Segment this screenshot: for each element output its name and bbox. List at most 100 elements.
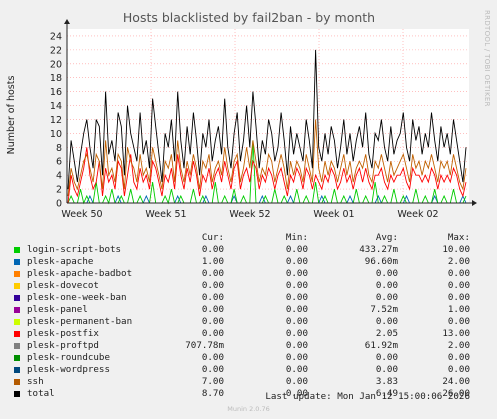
legend-avg-value: 0.00 <box>375 352 398 363</box>
legend-min-value: 0.00 <box>285 376 308 387</box>
y-tick-label: 8 <box>56 143 62 154</box>
legend-name: plesk-apache-badbot <box>27 268 133 279</box>
y-tick-label: 20 <box>50 59 62 70</box>
legend-min-value: 0.00 <box>285 304 308 315</box>
series-line-ssh <box>67 119 467 197</box>
legend-max-value: 0.00 <box>447 280 470 291</box>
rrdtool-credit: RRDTOOL / TOBI OETIKER <box>483 10 491 107</box>
header-max: Max: <box>447 232 470 243</box>
legend-avg-value: 2.05 <box>375 328 398 339</box>
y-tick-label: 0 <box>56 199 62 210</box>
header-cur: Cur: <box>201 232 224 243</box>
legend-name: total <box>27 388 55 399</box>
x-tick-label: Week 52 <box>229 209 270 220</box>
legend-row: plesk-dovecot 0.00 0.00 0.00 0.00 <box>0 280 497 292</box>
legend-cur-value: 0.00 <box>201 304 224 315</box>
legend-avg-value: 0.00 <box>375 316 398 327</box>
legend-min-value: 0.00 <box>285 292 308 303</box>
last-update: Last update: Mon Jan 12 15:00:06 2026 <box>265 391 470 402</box>
legend-cur-value: 0.00 <box>201 292 224 303</box>
legend-max-value: 0.00 <box>447 316 470 327</box>
legend-min-value: 0.00 <box>285 280 308 291</box>
legend-cur-value: 7.00 <box>201 376 224 387</box>
legend-swatch <box>14 271 20 277</box>
legend-name: plesk-proftpd <box>27 340 99 351</box>
legend-cur-value: 0.00 <box>201 364 224 375</box>
legend-max-value: 26.00 <box>442 388 470 399</box>
legend-cur-value: 0.00 <box>201 316 224 327</box>
legend-row: plesk-panel 0.00 0.00 7.52m 1.00 <box>0 304 497 316</box>
legend-swatch <box>14 343 20 349</box>
legend-min-value: 0.00 <box>285 340 308 351</box>
y-tick-label: 4 <box>56 171 62 182</box>
y-axis-label: Number of hosts <box>6 76 17 155</box>
legend-avg-value: 433.27m <box>359 244 398 255</box>
legend-min-value: 0.00 <box>285 328 308 339</box>
legend-cur-value: 0.00 <box>201 244 224 255</box>
legend-row: plesk-proftpd 707.78m 0.00 61.92m 2.00 <box>0 340 497 352</box>
legend-max-value: 0.00 <box>447 268 470 279</box>
y-tick-label: 2 <box>56 185 62 196</box>
legend-swatch <box>14 391 20 397</box>
legend-cur-value: 0.00 <box>201 268 224 279</box>
legend-name: ssh <box>27 376 44 387</box>
legend-name: plesk-one-week-ban <box>27 292 127 303</box>
x-axis-arrow <box>472 200 477 206</box>
legend-avg-value: 0.00 <box>375 280 398 291</box>
legend-max-value: 0.00 <box>447 364 470 375</box>
legend-min-value: 0.00 <box>285 268 308 279</box>
legend-swatch <box>14 283 20 289</box>
legend-row: total 8.70 0.00 6.49 26.00 <box>0 388 497 400</box>
legend-name: plesk-postfix <box>27 328 99 339</box>
y-tick-label: 16 <box>50 87 62 98</box>
legend-avg-value: 0.00 <box>375 364 398 375</box>
legend-row: plesk-apache-badbot 0.00 0.00 0.00 0.00 <box>0 268 497 280</box>
legend-row: plesk-postfix 0.00 0.00 2.05 13.00 <box>0 328 497 340</box>
legend-cur-value: 707.78m <box>185 340 224 351</box>
legend-cur-value: 0.00 <box>201 328 224 339</box>
x-tick-label: Week 50 <box>61 209 102 220</box>
x-tick-labels: Week 50 Week 51 Week 52 Week 01 Week 02 <box>61 209 438 220</box>
legend-max-value: 13.00 <box>442 328 470 339</box>
legend-max-value: 24.00 <box>442 376 470 387</box>
axes <box>64 19 477 206</box>
legend-swatch <box>14 355 20 361</box>
y-tick-label: 22 <box>50 45 62 56</box>
legend-name: plesk-permanent-ban <box>27 316 133 327</box>
legend-min-value: 0.00 <box>285 244 308 255</box>
legend-min-value: 0.00 <box>285 256 308 267</box>
x-tick-label: Week 02 <box>397 209 438 220</box>
y-tick-label: 14 <box>50 101 62 112</box>
legend-row: ssh 7.00 0.00 3.83 24.00 <box>0 376 497 388</box>
series-line-total <box>67 49 467 190</box>
legend-name: plesk-roundcube <box>27 352 110 363</box>
legend-name: login-script-bots <box>27 244 122 255</box>
y-tick-label: 6 <box>56 157 62 168</box>
header-avg: Avg: <box>375 232 398 243</box>
legend-avg-value: 3.83 <box>375 376 398 387</box>
legend-avg-value: 96.60m <box>364 256 398 267</box>
legend-avg-value: 0.00 <box>375 268 398 279</box>
y-tick-label: 18 <box>50 73 62 84</box>
legend-row: plesk-apache 1.00 0.00 96.60m 2.00 <box>0 256 497 268</box>
legend-name: plesk-dovecot <box>27 280 99 291</box>
legend-min-value: 0.00 <box>285 316 308 327</box>
legend-max-value: 1.00 <box>447 304 470 315</box>
legend-min-value: 0.00 <box>285 364 308 375</box>
plot-area <box>67 29 469 203</box>
legend-avg-value: 6.49 <box>375 388 398 399</box>
legend-row: plesk-one-week-ban 0.00 0.00 0.00 0.00 <box>0 292 497 304</box>
legend-swatch <box>14 331 20 337</box>
legend-name: plesk-panel <box>27 304 88 315</box>
legend-row: plesk-permanent-ban 0.00 0.00 0.00 0.00 <box>0 316 497 328</box>
x-tick-label: Week 01 <box>313 209 354 220</box>
legend-row: login-script-bots 0.00 0.00 433.27m 10.00 <box>0 244 497 256</box>
legend-row: plesk-wordpress 0.00 0.00 0.00 0.00 <box>0 364 497 376</box>
legend-row: plesk-roundcube 0.00 0.00 0.00 0.00 <box>0 352 497 364</box>
legend-swatch <box>14 319 20 325</box>
x-tick-label: Week 51 <box>145 209 186 220</box>
legend-max-value: 2.00 <box>447 340 470 351</box>
legend-avg-value: 61.92m <box>364 340 398 351</box>
